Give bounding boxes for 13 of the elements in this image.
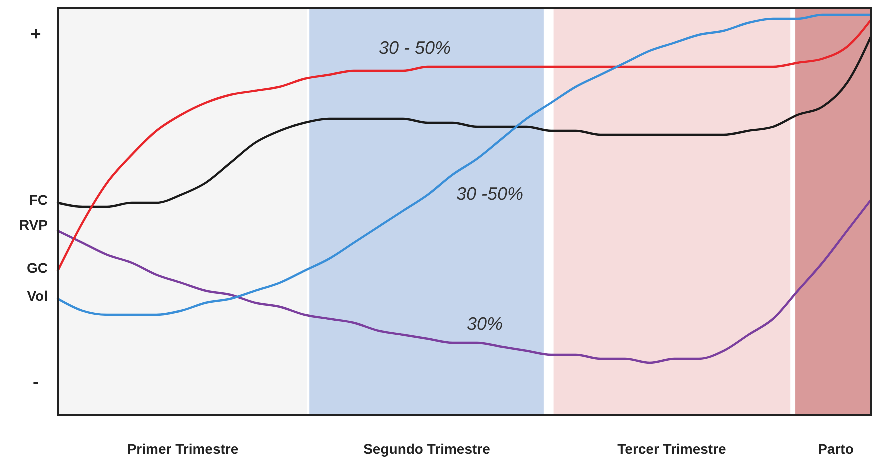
text: Primer Trimestre <box>127 441 239 457</box>
text: - <box>33 372 39 392</box>
text: Parto <box>818 441 854 457</box>
series-label: GC <box>27 260 48 276</box>
series-label: Vol <box>27 288 48 304</box>
series-label: RVP <box>19 217 48 233</box>
annotation: 30 - 50% <box>378 38 452 58</box>
annotation: 30 -50% <box>456 184 524 204</box>
text: Segundo Trimestre <box>364 441 491 457</box>
annotation: 30% <box>466 314 504 334</box>
text: + <box>30 24 42 44</box>
series-label: FC <box>29 192 48 208</box>
text: Tercer Trimestre <box>618 441 727 457</box>
